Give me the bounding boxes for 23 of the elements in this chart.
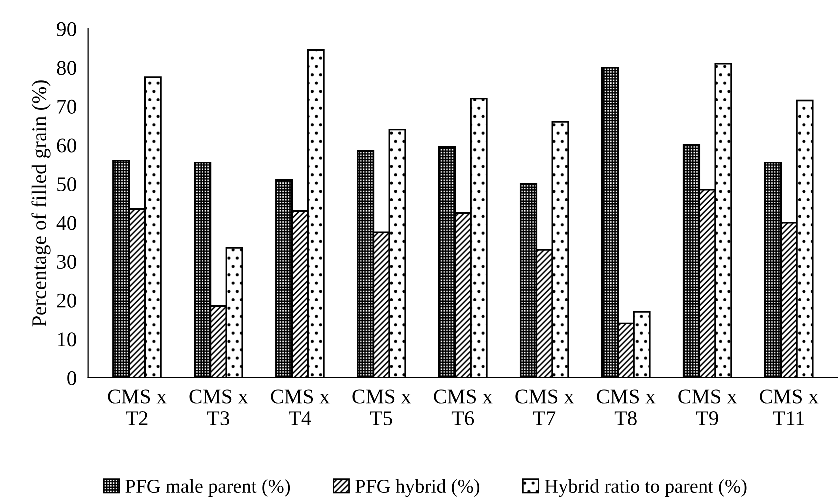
x-tick-label: CMS x T5: [352, 390, 412, 426]
x-tick-label: CMS x T11: [760, 390, 819, 426]
x-tick-label: CMS x T7: [516, 390, 574, 426]
y-tick-label: 0: [68, 371, 76, 386]
y-tick-label: 40: [56, 216, 76, 230]
y-tick-label: 90: [57, 22, 76, 36]
x-tick-label: CMS x T3: [190, 390, 248, 426]
x-tick-label: CMS x T4: [271, 390, 330, 426]
x-tick-label: CMS x T8: [597, 390, 656, 426]
legend-label: PFG hybrid (%): [356, 479, 480, 497]
y-tick-label: 10: [58, 332, 76, 347]
legend-label: PFG male parent (%): [126, 479, 290, 497]
y-tick-label: 30: [57, 255, 76, 270]
y-tick-label: 50: [58, 177, 76, 192]
y-tick-label: 20: [57, 294, 76, 308]
y-tick-label: 60: [57, 138, 76, 153]
y-tick-label: 80: [57, 61, 76, 76]
y-axis-title: Percentage of filled grain (%): [32, 80, 51, 327]
x-tick-label: CMS x T6: [434, 390, 493, 426]
legend-label: Hybrid ratio to parent (%): [545, 479, 747, 497]
x-tick-label: CMS x T9: [678, 390, 738, 426]
x-tick-label: CMS x T2: [108, 390, 167, 426]
y-tick-label: 70: [58, 100, 76, 114]
